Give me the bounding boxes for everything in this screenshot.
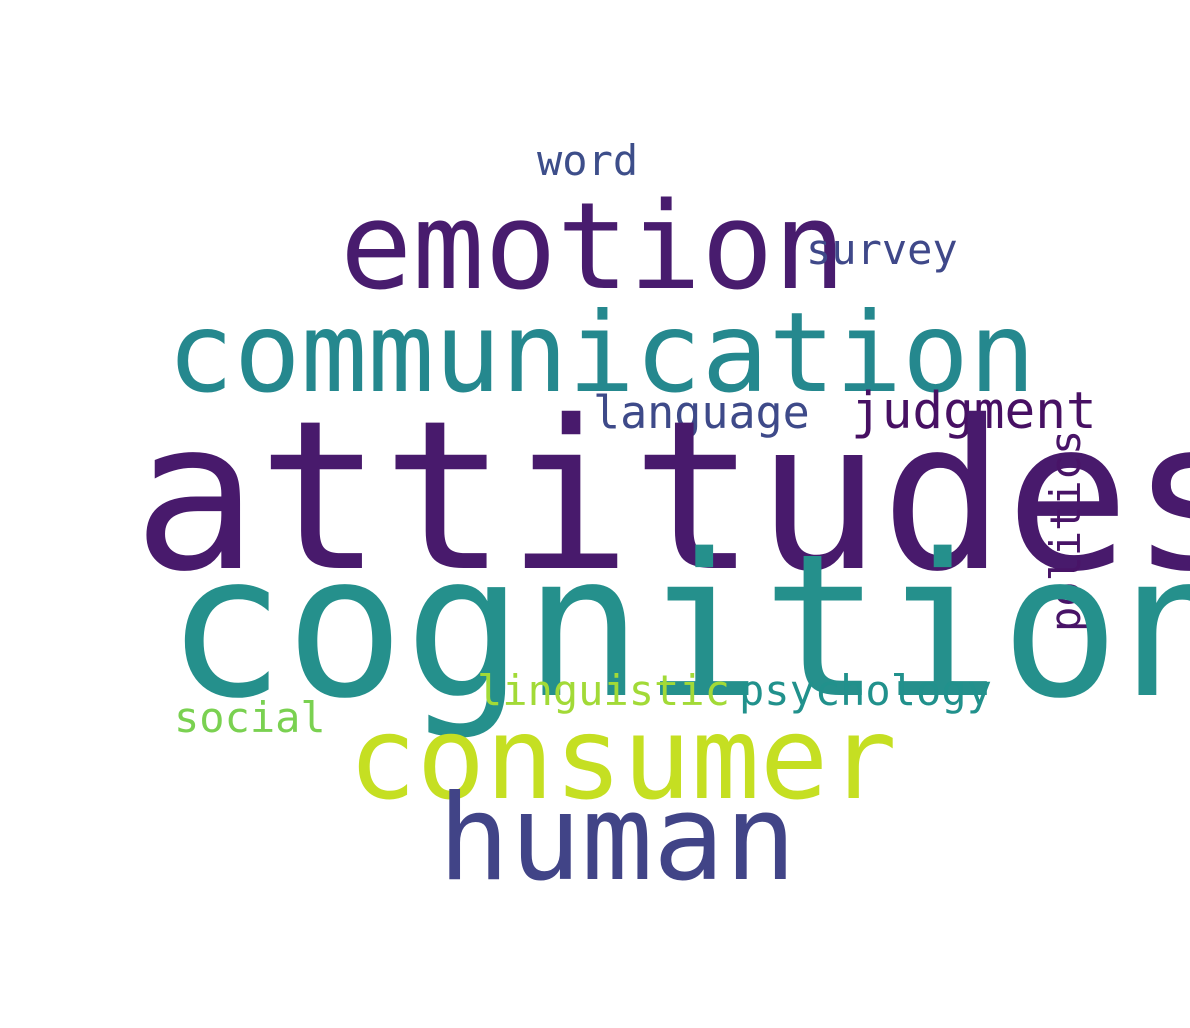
word-word: word xyxy=(537,136,639,185)
word-communication: communication xyxy=(167,289,1036,418)
word-emotion: emotion xyxy=(340,178,846,317)
word-attitudes: attitudes xyxy=(133,376,1190,617)
word-judgment: judgment xyxy=(851,382,1097,441)
word-social: social xyxy=(174,693,326,742)
word-consumer: consumer xyxy=(348,692,898,825)
word-psychology: psychology xyxy=(739,666,992,715)
word-cognition: cognition xyxy=(166,511,1190,742)
word-language: language xyxy=(593,386,810,439)
word-linguistic: linguistic xyxy=(477,666,730,715)
word-survey: survey xyxy=(806,225,958,274)
word-human: human xyxy=(438,770,797,908)
